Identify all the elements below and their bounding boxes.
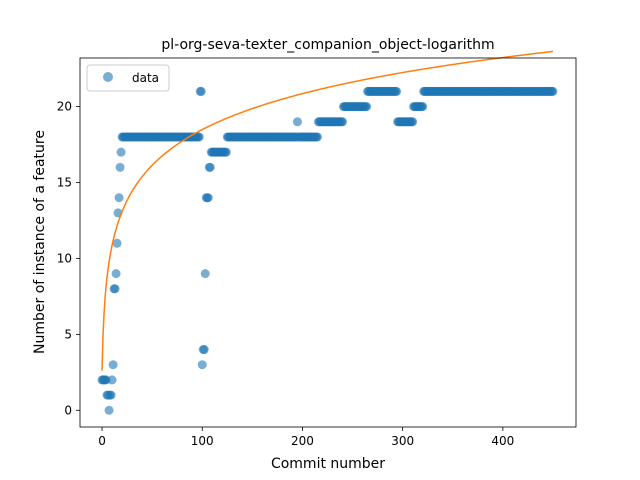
data-point — [194, 132, 204, 142]
data-point — [392, 86, 402, 96]
x-tick-label: 100 — [191, 434, 214, 448]
fit-curve-line — [101, 50, 554, 371]
data-point — [112, 238, 122, 248]
legend-label-data: data — [132, 71, 159, 85]
data-point — [197, 360, 207, 370]
data-point — [203, 193, 213, 203]
y-tick-label: 0 — [64, 403, 72, 417]
data-point — [196, 86, 206, 96]
x-tick-label: 300 — [391, 434, 414, 448]
y-axis-label: Number of instance of a feature — [32, 130, 48, 354]
data-point — [205, 162, 215, 172]
data-point — [408, 117, 418, 127]
data-point — [104, 405, 114, 415]
data-point — [110, 284, 120, 294]
data-point — [199, 345, 209, 355]
x-tick-label: 400 — [491, 434, 514, 448]
data-point — [106, 390, 116, 400]
data-point — [111, 269, 121, 279]
x-axis: 0 100 200 300 400 — [98, 427, 514, 448]
x-tick-label: 0 — [98, 434, 106, 448]
y-tick-label: 5 — [64, 327, 72, 341]
data-point — [312, 132, 322, 142]
data-point — [115, 162, 125, 172]
y-tick-label: 10 — [57, 251, 72, 265]
data-point — [114, 193, 124, 203]
data-point — [200, 269, 210, 279]
data-point — [548, 86, 558, 96]
data-point — [108, 360, 118, 370]
legend: data — [86, 64, 170, 92]
y-tick-label: 20 — [57, 100, 72, 114]
data-point — [221, 147, 231, 157]
legend-marker-data — [103, 72, 113, 82]
data-point — [418, 102, 428, 112]
data-point — [107, 375, 117, 385]
y-axis: 0 5 10 15 20 — [57, 100, 80, 417]
data-point — [338, 117, 348, 127]
x-tick-label: 200 — [291, 434, 314, 448]
data-point — [116, 147, 126, 157]
chart-title: pl-org-seva-texter_companion_object-loga… — [161, 37, 494, 53]
y-tick-label: 15 — [57, 176, 72, 190]
data-point — [292, 117, 302, 127]
data-point — [362, 102, 372, 112]
plot-frame — [79, 57, 577, 428]
x-axis-label: Commit number — [271, 456, 385, 472]
legend-box — [86, 64, 170, 92]
